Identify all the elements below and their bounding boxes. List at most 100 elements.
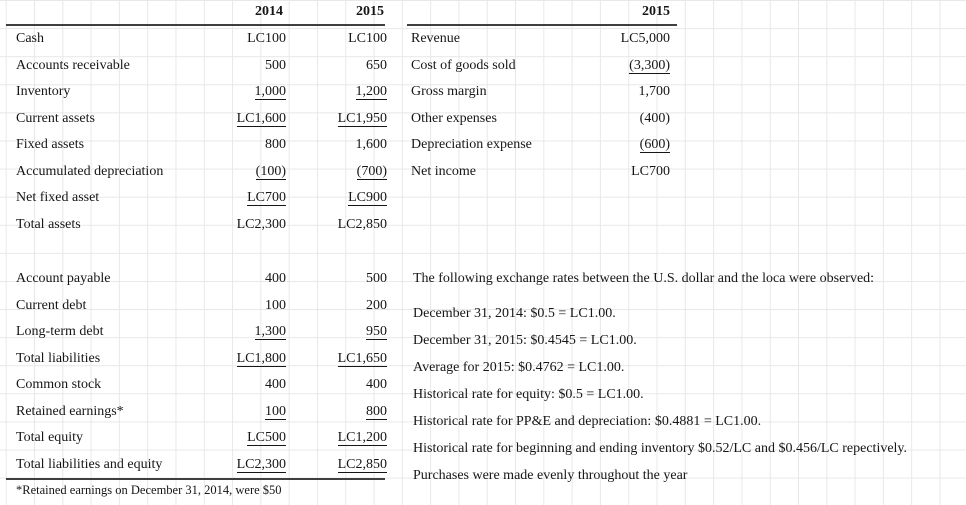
row-label: Current assets	[16, 110, 95, 126]
row-label: Accounts receivable	[16, 57, 130, 73]
cell-2015: 1,700	[638, 84, 671, 100]
cell-2015: LC2,850	[337, 456, 387, 473]
table-row-current-assets: Current assets LC1,600 LC1,950	[6, 106, 387, 133]
cell-2015: 200	[366, 297, 387, 313]
row-label: Cash	[16, 31, 44, 47]
table-row-retained-earnings: Retained earnings* 100 800	[6, 399, 387, 426]
table-row-cash: Cash LC100 LC100	[6, 26, 387, 53]
cell-2015: 800	[366, 403, 387, 420]
row-label: Inventory	[16, 84, 71, 100]
row-label: Revenue	[411, 31, 460, 47]
table-row-accounts-receivable: Accounts receivable 500 650	[6, 53, 387, 80]
table-row-long-term-debt: Long-term debt 1,300 950	[6, 319, 387, 346]
cell-2014: 400	[265, 271, 286, 287]
balance-sheet-header-row: 2014 2015	[6, 0, 385, 26]
table-row-total-equity: Total equity LC500 LC1,200	[6, 425, 387, 452]
table-row-total-liabilities-and-equity: Total liabilities and equity LC2,300 LC2…	[6, 452, 387, 479]
cell-2015: LC5,000	[620, 31, 670, 47]
income-statement-table: 2015 Revenue LC5,000 Cost of goods sold …	[407, 0, 677, 185]
table-row-gross-margin: Gross margin 1,700	[407, 79, 677, 106]
cell-2014: LC100	[247, 31, 286, 47]
table-row-net-income: Net income LC700	[407, 159, 677, 186]
cell-2015: (3,300)	[629, 57, 670, 74]
cell-2015: LC1,200	[337, 430, 387, 447]
cell-2014: LC700	[247, 190, 286, 207]
col-header-2015: 2015	[642, 4, 670, 19]
table-row-common-stock: Common stock 400 400	[6, 372, 387, 399]
note-rate-inventory: Historical rate for beginning and ending…	[413, 441, 908, 456]
note-rate-ppe: Historical rate for PP&E and depreciatio…	[413, 414, 762, 429]
cell-2014: 1,000	[254, 84, 286, 101]
note-rate-average-2015: Average for 2015: $0.4762 = LC1.00.	[413, 360, 625, 375]
row-label: Common stock	[16, 377, 102, 393]
row-label: Retained earnings*	[16, 403, 124, 419]
cell-2014: LC2,300	[236, 456, 286, 473]
cell-2014: LC500	[247, 430, 286, 447]
cell-2015: LC900	[348, 190, 387, 207]
balance-sheet-table: 2014 2015 Cash LC100 LC100 Accounts rece…	[6, 0, 387, 501]
row-label: Total liabilities	[16, 350, 101, 366]
row-label: Total assets	[16, 216, 81, 232]
cell-2014: 1,300	[254, 324, 286, 341]
cell-2015: LC1,650	[337, 350, 387, 367]
table-row-cost-of-goods-sold: Cost of goods sold (3,300)	[407, 53, 677, 80]
table-row-accumulated-depreciation: Accumulated depreciation (100) (700)	[6, 159, 387, 186]
table-row-depreciation-expense: Depreciation expense (600)	[407, 132, 677, 159]
table-row-current-debt: Current debt 100 200	[6, 293, 387, 320]
row-label: Depreciation expense	[411, 137, 532, 153]
col-header-2014: 2014	[255, 4, 283, 19]
row-label: Accumulated depreciation	[16, 163, 164, 179]
cell-2015: 1,200	[355, 84, 387, 101]
row-label: Cost of goods sold	[411, 57, 516, 73]
cell-2014: LC2,300	[236, 216, 286, 232]
table-row-fixed-assets: Fixed assets 800 1,600	[6, 132, 387, 159]
income-statement-header-row: 2015	[407, 0, 677, 26]
cell-2014: (100)	[255, 163, 286, 180]
cell-2014: 400	[265, 377, 286, 393]
note-rate-dec-2014: December 31, 2014: $0.5 = LC1.00.	[413, 306, 616, 321]
table-row-total-assets: Total assets LC2,300 LC2,850	[6, 212, 387, 239]
cell-2014: 100	[265, 403, 286, 420]
table-bottom-rule	[6, 478, 385, 480]
cell-2015: 650	[366, 57, 387, 73]
retained-earnings-footnote: *Retained earnings on December 31, 2014,…	[16, 483, 282, 497]
row-label: Other expenses	[411, 110, 497, 126]
table-row-inventory: Inventory 1,000 1,200	[6, 79, 387, 106]
table-row-account-payable: Account payable 400 500	[6, 266, 387, 293]
cell-2015: 400	[366, 377, 387, 393]
cell-2014: 100	[265, 297, 286, 313]
cell-2015: (600)	[639, 137, 670, 154]
row-label: Current debt	[16, 297, 87, 313]
cell-2015: LC100	[348, 31, 387, 47]
table-row-net-fixed-asset: Net fixed asset LC700 LC900	[6, 185, 387, 212]
table-row-other-expenses: Other expenses (400)	[407, 106, 677, 133]
note-rate-equity: Historical rate for equity: $0.5 = LC1.0…	[413, 387, 644, 402]
row-label: Gross margin	[411, 84, 487, 100]
cell-2015: (400)	[639, 110, 670, 126]
section-gap	[6, 238, 385, 266]
note-purchases: Purchases were made evenly throughout th…	[413, 468, 688, 483]
row-label: Fixed assets	[16, 137, 85, 153]
col-header-2015: 2015	[356, 4, 384, 19]
cell-2015: LC1,950	[337, 110, 387, 127]
cell-2015: 950	[366, 324, 387, 341]
table-row-total-liabilities: Total liabilities LC1,800 LC1,650	[6, 346, 387, 373]
cell-2015: LC2,850	[337, 216, 387, 232]
row-label: Account payable	[16, 271, 111, 287]
cell-2014: 500	[265, 57, 286, 73]
cell-2014: 800	[265, 137, 286, 153]
cell-2014: LC1,600	[236, 110, 286, 127]
row-label: Total liabilities and equity	[16, 456, 163, 472]
exchange-rate-notes: The following exchange rates between the…	[411, 266, 966, 489]
note-rate-dec-2015: December 31, 2015: $0.4545 = LC1.00.	[413, 333, 637, 348]
notes-intro: The following exchange rates between the…	[413, 271, 875, 286]
table-row-revenue: Revenue LC5,000	[407, 26, 677, 53]
row-label: Long-term debt	[16, 324, 104, 340]
cell-2015: 500	[366, 271, 387, 287]
cell-2015: 1,600	[355, 137, 388, 153]
cell-2015: LC700	[631, 163, 670, 179]
row-label: Net income	[411, 163, 476, 179]
cell-2015: (700)	[356, 163, 387, 180]
row-label: Total equity	[16, 430, 84, 446]
